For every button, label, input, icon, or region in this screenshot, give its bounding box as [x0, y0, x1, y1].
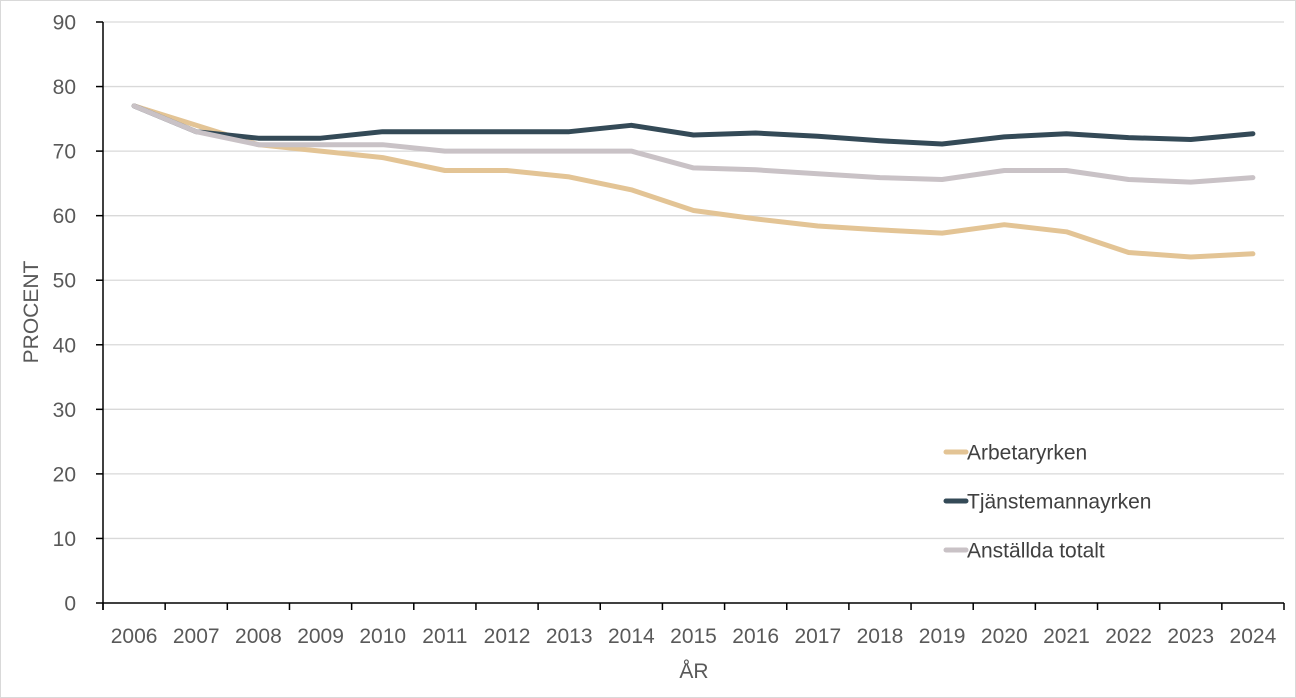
- x-tick-labels: 2006 2007 2008 2009 2010 2011 2012 2013 2014 2015…: [111, 625, 1277, 648]
- x-tick-label: 2009: [297, 625, 344, 648]
- y-tick-label: 70: [53, 141, 76, 164]
- series-line-3: [131, 103, 1256, 185]
- axes: [96, 21, 1285, 610]
- x-tick-label: 2007: [173, 625, 220, 648]
- series-lines: [131, 103, 1256, 260]
- x-tick-label: 2011: [422, 625, 467, 648]
- legend-label: Anställda totalt: [967, 540, 1105, 563]
- x-tick-label: 2015: [670, 625, 717, 648]
- y-tick-label: 20: [53, 463, 76, 486]
- x-tick-label: 2017: [794, 625, 841, 648]
- y-tick-label: 50: [53, 270, 76, 293]
- x-tick-label: 2023: [1167, 625, 1214, 648]
- x-tick-label: 2022: [1105, 625, 1152, 648]
- y-tick-labels: 0 10 20 30 40 50 60 70 80 90: [53, 12, 76, 616]
- x-tick-label: 2018: [857, 625, 904, 648]
- legend-item: Arbetaryrken: [943, 442, 1087, 465]
- x-axis-title: ÅR: [679, 660, 708, 683]
- y-tick-label: 80: [53, 76, 76, 99]
- y-tick-label: 60: [53, 205, 76, 228]
- x-tick-label: 2010: [359, 625, 406, 648]
- series-line-2: [131, 103, 1256, 147]
- x-tick-label: 2021: [1043, 625, 1090, 648]
- x-tick-label: 2013: [546, 625, 593, 648]
- legend-item: Tjänstemannayrken: [943, 491, 1151, 514]
- y-tick-label: 10: [53, 528, 76, 551]
- y-tick-label: 30: [53, 399, 76, 422]
- x-tick-label: 2008: [235, 625, 282, 648]
- series-line-1: [131, 103, 1256, 260]
- x-tick-label: 2014: [608, 625, 655, 648]
- legend: Arbetaryrken Tjänstemannayrken Anställda t…: [943, 442, 1151, 563]
- x-tick-label: 2019: [919, 625, 966, 648]
- y-tick-label: 0: [64, 593, 76, 616]
- y-tick-label: 40: [53, 334, 76, 357]
- x-tick-label: 2012: [484, 625, 531, 648]
- legend-label: Tjänstemannayrken: [967, 491, 1151, 514]
- x-tick-label: 2006: [111, 625, 158, 648]
- x-tick-label: 2016: [732, 625, 779, 648]
- x-tick-label: 2024: [1230, 625, 1277, 648]
- x-tick-label: 2020: [981, 625, 1028, 648]
- legend-label: Arbetaryrken: [967, 442, 1087, 465]
- y-tick-label: 90: [53, 12, 76, 35]
- y-axis-title: PROCENT: [20, 260, 43, 363]
- grid-lines: [103, 21, 1284, 540]
- legend-item: Anställda totalt: [943, 540, 1105, 563]
